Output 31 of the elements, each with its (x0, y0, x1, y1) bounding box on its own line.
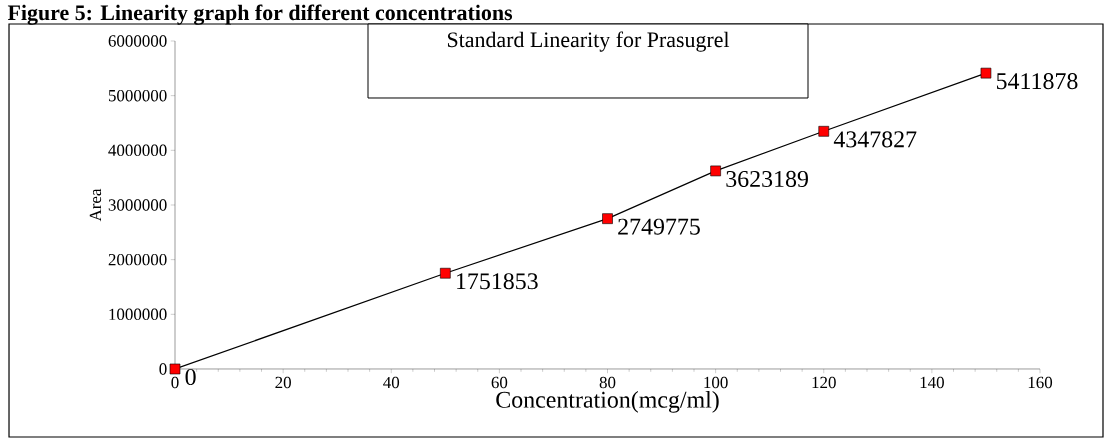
chart-title: Standard Linearity for Prasugrel (447, 31, 730, 52)
data-label: 3623189 (726, 170, 808, 187)
y-tick-label: 1000000 (109, 308, 167, 321)
point (818, 126, 830, 137)
caption: Figure 5: Linearity graph for different concentrations (7, 4, 513, 25)
y-axis-title: Area (89, 188, 102, 222)
data-label: 5411878 (996, 73, 1078, 90)
data-label: 1751853 (457, 273, 538, 290)
x-tick-label: 80 (599, 376, 616, 389)
point (169, 363, 181, 375)
point (440, 267, 451, 279)
y-tick-label: 2000000 (108, 253, 167, 266)
point (980, 67, 992, 79)
x-tick-label: 100 (704, 376, 728, 389)
x-tick-label: 20 (275, 376, 291, 389)
y-tick-label: 0 (159, 363, 167, 375)
x-axis-title: Concentration(mcg/ml) (496, 391, 719, 413)
y-tick-label: 4000000 (108, 144, 167, 157)
y-tick-label: 5000000 (108, 89, 167, 102)
y-tick-label: 3000000 (108, 199, 167, 211)
point (710, 165, 721, 177)
x-tick-label: 120 (812, 376, 836, 389)
x-tick-label: 60 (491, 376, 508, 389)
x-tick-label: 160 (1028, 376, 1053, 389)
data-label: 4347827 (833, 131, 917, 148)
x-tick-label: 140 (920, 376, 944, 389)
x-tick-label: 0 (171, 376, 179, 389)
y-tick-label: 6000000 (108, 35, 167, 47)
x-tick-label: 40 (383, 376, 400, 389)
data-label: 2749775 (618, 218, 700, 235)
point (602, 213, 613, 224)
